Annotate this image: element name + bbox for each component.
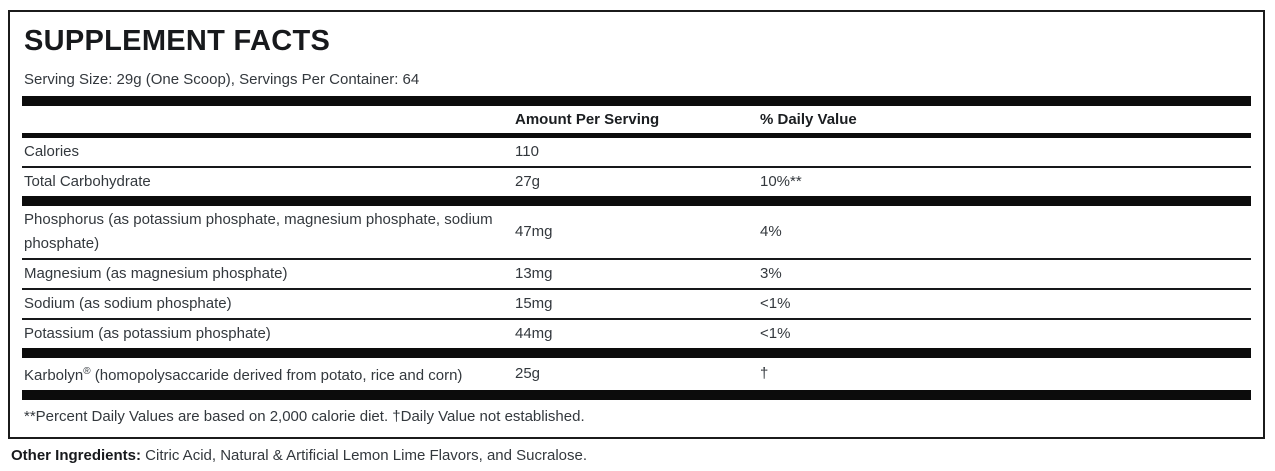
nutrient-label: Phosphorus (as potassium phosphate, magn… <box>24 211 493 253</box>
other-ingredients: Other Ingredients: Citric Acid, Natural … <box>11 447 1275 464</box>
table-row-total-carbohydrate: Total Carbohydrate 27g 10%** <box>22 168 1251 196</box>
divider-bar-header <box>22 133 1251 139</box>
table-row-sodium: Sodium (as sodium phosphate) 15mg <1% <box>22 290 1251 321</box>
nutrient-daily-value: <1% <box>760 295 791 313</box>
column-header-daily-value: % Daily Value <box>760 111 857 129</box>
nutrient-amount: 44mg <box>515 325 553 343</box>
other-ingredients-text: Citric Acid, Natural & Artificial Lemon … <box>141 447 588 465</box>
nutrient-amount: 47mg <box>515 223 553 241</box>
nutrient-amount: 27g <box>515 173 541 191</box>
nutrient-label: Sodium (as sodium phosphate) <box>24 295 232 313</box>
nutrient-label: Calories <box>24 143 80 161</box>
other-ingredients-label: Other Ingredients: <box>11 447 142 465</box>
nutrient-label: Magnesium (as magnesium phosphate) <box>24 265 288 283</box>
table-row-calories: Calories 110 <box>22 138 1251 169</box>
nutrient-daily-value: † <box>760 365 769 383</box>
column-header-amount: Amount Per Serving <box>515 111 660 129</box>
footnote: **Percent Daily Values are based on 2,00… <box>24 408 585 426</box>
registered-mark: ® <box>83 366 91 378</box>
supplement-facts-panel: SUPPLEMENT FACTS Serving Size: 29g (One … <box>8 10 1265 440</box>
nutrient-amount: 15mg <box>515 295 553 313</box>
table-row-potassium: Potassium (as potassium phosphate) 44mg … <box>22 320 1251 348</box>
nutrient-daily-value: 4% <box>760 223 782 241</box>
table-row-magnesium: Magnesium (as magnesium phosphate) 13mg … <box>22 260 1251 291</box>
table-row-karbolyn: Karbolyn® (homopolysaccaride derived fro… <box>22 358 1251 390</box>
table-header-row: Amount Per Serving % Daily Value <box>22 106 1251 133</box>
nutrient-label: Karbolyn® (homopolysaccaride derived fro… <box>22 360 513 388</box>
serving-info: Serving Size: 29g (One Scoop), Servings … <box>24 71 420 89</box>
nutrient-amount: 13mg <box>515 265 553 283</box>
divider-bar-top <box>22 96 1251 107</box>
nutrient-label: Potassium (as potassium phosphate) <box>24 325 271 343</box>
nutrient-daily-value: 3% <box>760 265 782 283</box>
table-row-phosphorus: Phosphorus (as potassium phosphate, magn… <box>22 206 1251 261</box>
karbolyn-description: (homopolysaccaride derived from potato, … <box>90 367 463 385</box>
nutrient-daily-value: 10%** <box>760 173 802 191</box>
karbolyn-name: Karbolyn <box>24 367 84 385</box>
divider-bar-potassium <box>22 348 1251 359</box>
divider-bar-footnote <box>22 390 1251 401</box>
nutrient-amount: 25g <box>515 365 541 383</box>
nutrient-amount: 110 <box>515 143 539 161</box>
panel-title: SUPPLEMENT FACTS <box>24 25 331 57</box>
divider-bar-carb <box>22 196 1251 207</box>
nutrient-daily-value: <1% <box>760 325 791 343</box>
nutrient-label: Total Carbohydrate <box>24 173 151 191</box>
